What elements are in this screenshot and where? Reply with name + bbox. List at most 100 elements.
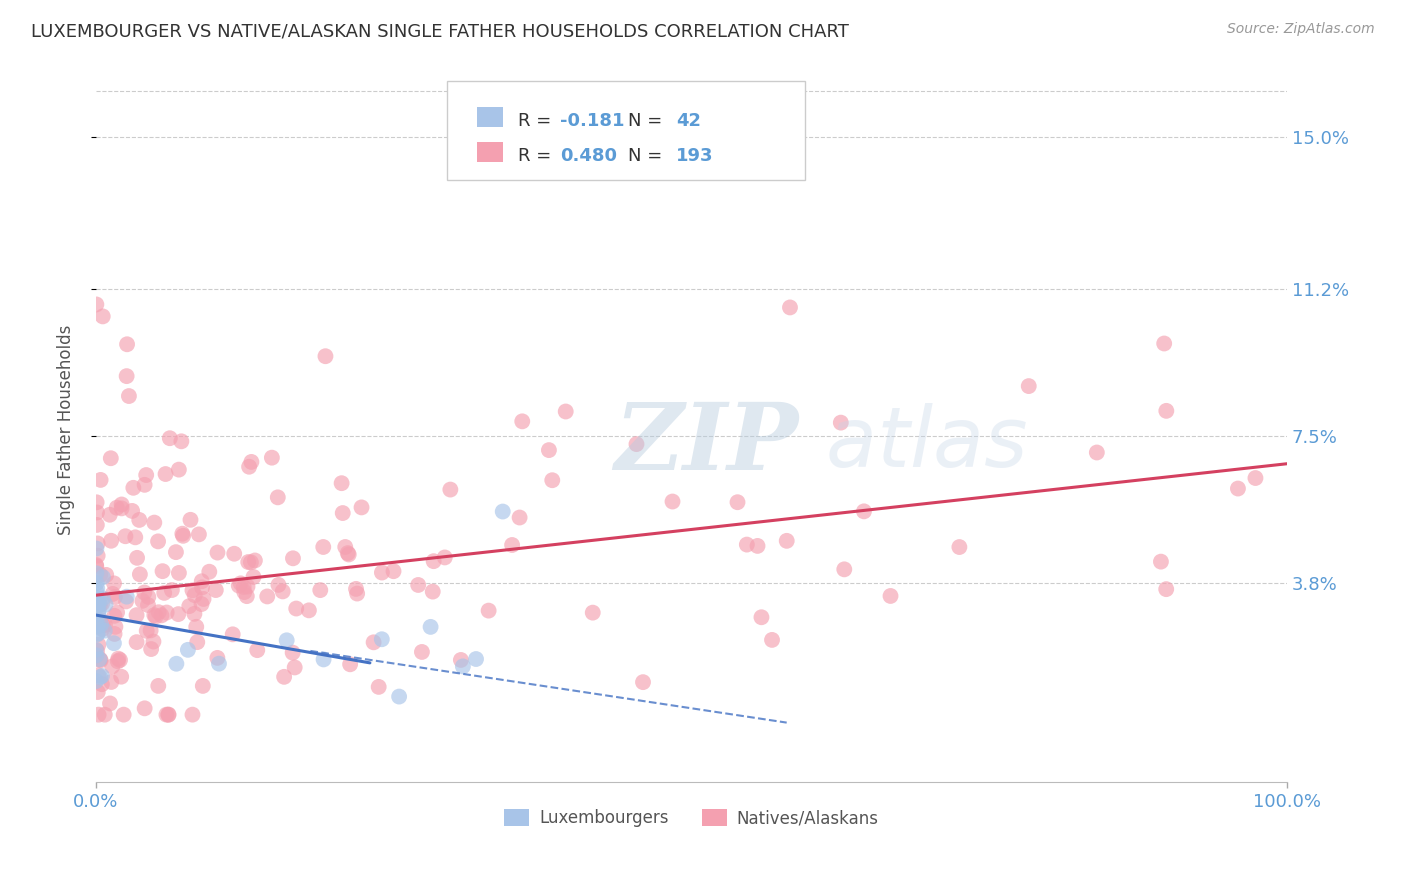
Point	[830, 416, 852, 430]
Point	[145, 609, 167, 624]
Point	[139, 624, 162, 638]
Point	[143, 608, 166, 623]
Point	[89, 670, 111, 684]
Point	[419, 620, 441, 634]
Point	[747, 539, 769, 553]
Point	[339, 657, 361, 672]
Point	[382, 564, 405, 578]
Point	[96, 567, 118, 582]
Point	[273, 670, 295, 684]
Text: atlas: atlas	[614, 403, 1028, 484]
Point	[84, 615, 107, 629]
Point	[346, 586, 368, 600]
Text: R =: R =	[517, 112, 557, 130]
Point	[128, 513, 150, 527]
Point	[183, 588, 205, 602]
Point	[115, 590, 138, 604]
Text: N =: N =	[628, 147, 668, 165]
Point	[236, 589, 259, 603]
Point	[84, 558, 107, 572]
Point	[186, 635, 208, 649]
Point	[1154, 582, 1177, 596]
Point	[100, 451, 122, 466]
Point	[222, 627, 245, 641]
Point	[103, 608, 125, 623]
Point	[87, 638, 110, 652]
Point	[108, 653, 131, 667]
Point	[267, 491, 290, 505]
Point	[267, 578, 290, 592]
Point	[157, 707, 180, 722]
Point	[208, 657, 231, 671]
Point	[86, 627, 108, 641]
Point	[433, 550, 456, 565]
Point	[86, 549, 108, 563]
Point	[191, 679, 214, 693]
Point	[336, 546, 359, 560]
Point	[143, 516, 166, 530]
Point	[91, 618, 114, 632]
Point	[86, 594, 108, 608]
Point	[86, 566, 108, 581]
Point	[179, 513, 201, 527]
Point	[91, 570, 114, 584]
Point	[124, 530, 146, 544]
Point	[298, 603, 321, 617]
Point	[170, 434, 193, 449]
Point	[167, 566, 190, 580]
Point	[115, 369, 138, 384]
Text: 42: 42	[676, 112, 702, 130]
Point	[94, 624, 117, 638]
Point	[183, 607, 205, 621]
Point	[142, 634, 165, 648]
Point	[187, 527, 209, 541]
Point	[363, 635, 385, 649]
Point	[84, 559, 107, 574]
Point	[104, 590, 127, 604]
Point	[492, 504, 515, 518]
Point	[172, 529, 194, 543]
Point	[138, 590, 160, 604]
Point	[89, 598, 111, 612]
Point	[193, 591, 215, 606]
Point	[727, 495, 749, 509]
Point	[86, 495, 108, 509]
Point	[148, 605, 170, 619]
Point	[312, 540, 335, 554]
Point	[152, 564, 174, 578]
Point	[86, 576, 108, 591]
Point	[879, 589, 901, 603]
Point	[100, 533, 122, 548]
Point	[135, 468, 157, 483]
Point	[207, 651, 229, 665]
Point	[86, 506, 108, 520]
Point	[450, 653, 472, 667]
Point	[312, 652, 335, 666]
Point	[100, 675, 122, 690]
Point	[751, 610, 773, 624]
Point	[165, 545, 187, 559]
Point	[89, 568, 111, 582]
Point	[224, 547, 246, 561]
Point	[190, 574, 212, 589]
Point	[246, 643, 269, 657]
Point	[86, 626, 108, 640]
Point	[465, 652, 488, 666]
Point	[104, 620, 127, 634]
Point	[87, 668, 110, 682]
Point	[110, 501, 132, 516]
Point	[86, 644, 108, 658]
Text: R =: R =	[517, 147, 557, 165]
Point	[177, 643, 200, 657]
Point	[125, 550, 148, 565]
Point	[90, 617, 112, 632]
Point	[1156, 404, 1178, 418]
Point	[509, 510, 531, 524]
Point	[204, 583, 226, 598]
Point	[1226, 482, 1249, 496]
Point	[371, 632, 394, 647]
Point	[238, 459, 260, 474]
Point	[510, 414, 533, 428]
Text: LUXEMBOURGER VS NATIVE/ALASKAN SINGLE FATHER HOUSEHOLDS CORRELATION CHART: LUXEMBOURGER VS NATIVE/ALASKAN SINGLE FA…	[31, 22, 849, 40]
Point	[388, 690, 411, 704]
